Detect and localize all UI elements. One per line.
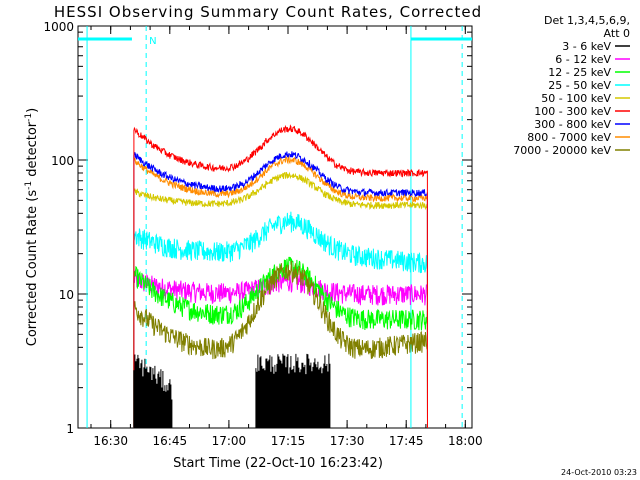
chart-title: HESSI Observing Summary Count Rates, Cor… <box>54 3 482 21</box>
legend-label: 100 - 300 keV <box>534 105 611 118</box>
x-tick-label: 17:00 <box>212 434 247 448</box>
footer-date: 24-Oct-2010 03:23 <box>561 468 637 477</box>
y-tick-label: 1000 <box>43 20 74 34</box>
legend-header-2: Att 0 <box>604 27 630 40</box>
series-line <box>133 154 428 429</box>
axis-ticks: 16:30 16:45 17:00 17:15 17:30 17:45 18:00 1 10 10… <box>43 20 482 448</box>
legend-label: 7000 - 20000 keV <box>513 144 611 157</box>
series-line <box>133 211 428 429</box>
y-tick-label: 1 <box>66 422 74 436</box>
y-label-sup1: -1 <box>24 181 34 190</box>
x-tick-label: 17:30 <box>330 434 365 448</box>
series-line <box>133 260 428 429</box>
series-line <box>133 124 428 429</box>
y-label-mid: detector <box>25 121 40 181</box>
legend-label: 3 - 6 keV <box>562 40 611 53</box>
legend-header-1: Det 1,3,4,5,6,9, <box>544 14 630 27</box>
series-line <box>133 269 428 429</box>
x-tick-label: 16:45 <box>153 434 188 448</box>
saa-overlays: N <box>78 26 472 428</box>
x-tick-label: 16:30 <box>93 434 128 448</box>
x-tick-label: 17:45 <box>389 434 424 448</box>
legend-label: 6 - 12 keV <box>555 53 611 66</box>
y-label-sup2: -1 <box>24 113 34 122</box>
legend-label: 25 - 50 keV <box>548 79 611 92</box>
legend-label: 12 - 25 keV <box>548 66 611 79</box>
series-line-3-6kev <box>133 353 331 428</box>
series-lines <box>133 124 428 429</box>
night-label: N <box>149 36 156 47</box>
series-line <box>133 151 428 429</box>
y-axis-label: Corrected Count Rate (s-1 detector-1) <box>24 108 40 346</box>
legend-label: 800 - 7000 keV <box>527 131 611 144</box>
y-tick-label: 100 <box>51 154 74 168</box>
y-tick-label: 10 <box>59 288 74 302</box>
legend-label: 300 - 800 keV <box>534 118 611 131</box>
y-label-end: ) <box>25 108 40 113</box>
legend-label: 50 - 100 keV <box>541 92 611 105</box>
x-tick-label: 18:00 <box>448 434 483 448</box>
series-line <box>133 171 428 429</box>
x-axis-label: Start Time (22-Oct-10 16:23:42) <box>173 456 383 471</box>
x-tick-label: 17:15 <box>271 434 306 448</box>
